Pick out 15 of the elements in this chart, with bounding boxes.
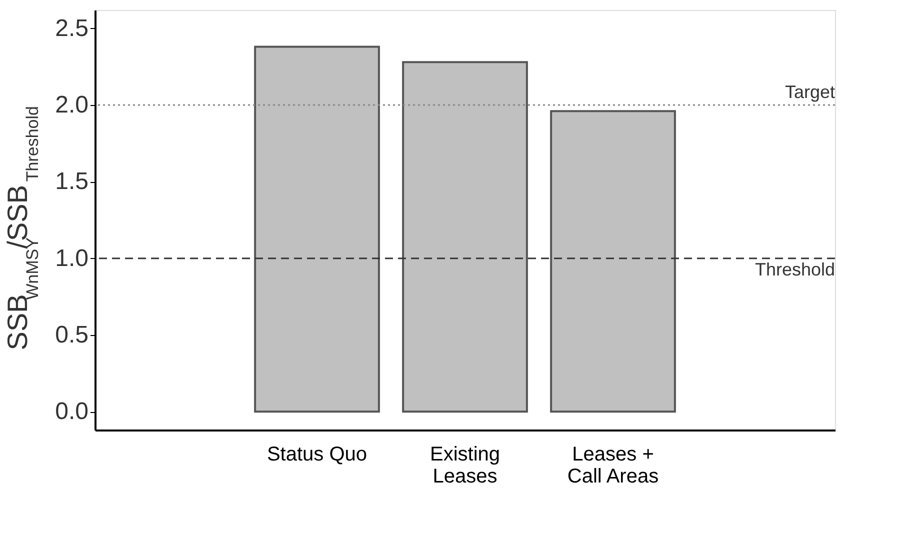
y-tick-label: 1.0	[55, 244, 88, 272]
bar	[550, 110, 676, 413]
x-tick-label: Status Quo	[266, 444, 368, 466]
x-tick-label: Leases + Call Areas	[567, 444, 659, 488]
y-tick-label: 2.5	[55, 14, 88, 42]
x-tick-label: Existing Leases	[430, 444, 500, 488]
ref-line-label: Target	[784, 82, 835, 102]
ref-line-label: Threshold	[754, 259, 835, 280]
y-tick-label: 1.5	[55, 168, 88, 196]
y-tick-label: 0.0	[55, 398, 88, 426]
y-tick-label: 0.5	[55, 321, 88, 348]
y-axis-title: SSBWnMSY/SSBThreshold	[2, 106, 42, 350]
y-tick-label: 2.0	[55, 92, 88, 119]
bar	[254, 46, 380, 413]
bar	[402, 61, 528, 413]
